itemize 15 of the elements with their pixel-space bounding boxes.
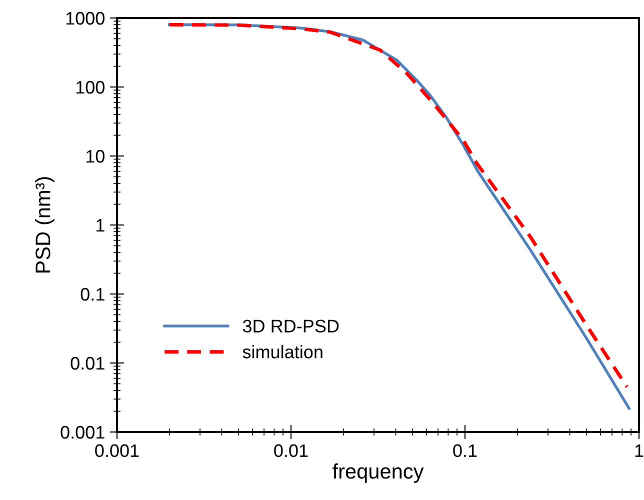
y-tick-label: 10 — [86, 150, 104, 163]
y-tick-label: 0.001 — [60, 426, 104, 439]
y-tick-label: 1 — [96, 219, 104, 232]
legend-label: 3D RD-PSD — [242, 320, 339, 332]
x-tick-label: 0.001 — [95, 444, 139, 458]
y-tick-label: 100 — [76, 80, 104, 94]
x-tick-label: 0.01 — [274, 444, 308, 458]
y-tick-label: 1000 — [66, 12, 104, 25]
x-tick-label: 1 — [635, 444, 644, 457]
y-tick-label: 0.01 — [70, 356, 104, 370]
legend-label: simulation — [242, 345, 322, 358]
y-axis-title: PSD (nm³) — [35, 177, 54, 272]
x-tick-label: 0.1 — [453, 444, 477, 458]
x-axis-title: frequency — [332, 463, 424, 483]
y-tick-label: 0.1 — [80, 288, 104, 301]
